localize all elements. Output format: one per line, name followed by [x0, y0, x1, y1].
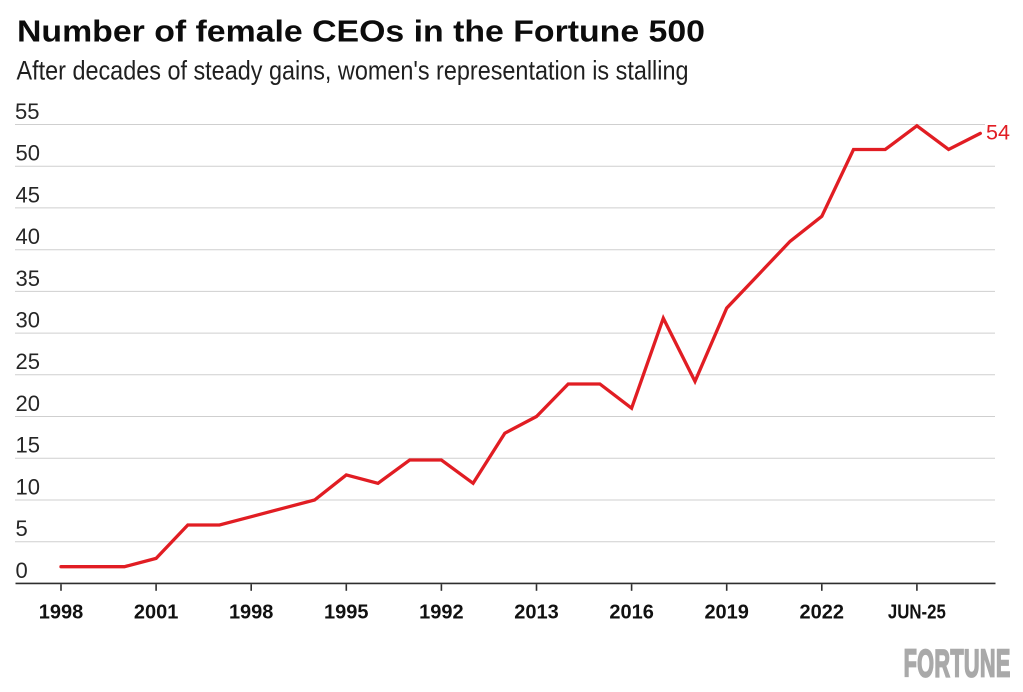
svg-text:54: 54	[986, 120, 1010, 144]
svg-text:FORTUNE: FORTUNE	[904, 641, 1011, 686]
svg-text:1998: 1998	[229, 602, 274, 624]
svg-text:25: 25	[16, 349, 40, 374]
svg-text:2013: 2013	[514, 602, 559, 624]
svg-text:1995: 1995	[324, 602, 369, 624]
svg-text:30: 30	[16, 308, 40, 333]
svg-text:10: 10	[16, 474, 40, 499]
svg-text:40: 40	[16, 224, 40, 249]
svg-text:45: 45	[16, 182, 40, 207]
svg-text:Number of female CEOs in the F: Number of female CEOs in the Fortune 500	[17, 15, 705, 49]
svg-text:55: 55	[15, 99, 39, 124]
svg-text:JUN-25: JUN-25	[888, 602, 946, 624]
svg-text:15: 15	[16, 433, 40, 458]
svg-text:2001: 2001	[134, 602, 179, 624]
svg-text:1992: 1992	[419, 602, 464, 624]
svg-text:After decades of steady gains,: After decades of steady gains, women's r…	[17, 56, 689, 86]
svg-text:2022: 2022	[800, 602, 845, 624]
svg-text:0: 0	[16, 558, 28, 583]
svg-text:50: 50	[16, 141, 40, 166]
svg-text:5: 5	[16, 516, 28, 541]
svg-text:2016: 2016	[609, 602, 654, 624]
svg-text:1998: 1998	[39, 602, 84, 624]
svg-text:35: 35	[16, 266, 40, 291]
svg-text:2019: 2019	[704, 602, 749, 624]
svg-text:20: 20	[16, 391, 40, 416]
